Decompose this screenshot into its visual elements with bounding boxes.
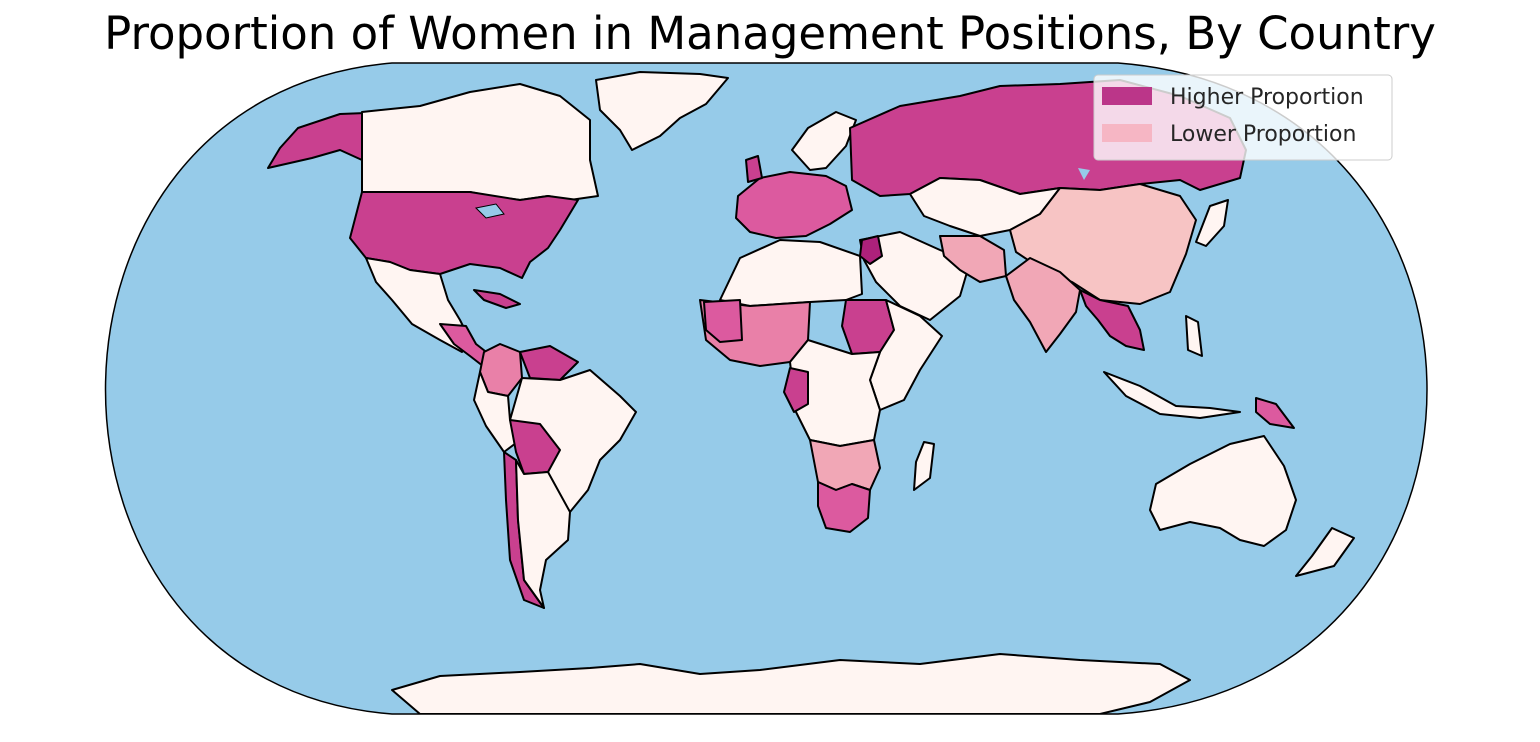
region-antarctica xyxy=(391,653,1191,714)
region-venezuela xyxy=(519,345,579,381)
region-gabon xyxy=(783,367,809,413)
region-jordan xyxy=(859,235,883,265)
map-title: Proportion of Women in Management Positi… xyxy=(104,7,1436,60)
region-central-africa xyxy=(789,339,881,447)
legend-swatch-lower xyxy=(1102,124,1152,142)
region-madagascar xyxy=(913,441,935,491)
region-south-africa xyxy=(817,481,871,533)
region-greenland xyxy=(595,71,729,151)
region-new-zealand xyxy=(1295,527,1355,577)
region-japan xyxy=(1195,199,1229,247)
legend-label-lower: Lower Proportion xyxy=(1170,122,1356,147)
region-iran xyxy=(939,235,1007,283)
region-cuba xyxy=(473,289,521,309)
legend: Higher Proportion Lower Proportion xyxy=(1093,74,1393,161)
region-uk xyxy=(745,155,763,183)
region-papua-new-guinea xyxy=(1255,397,1295,429)
legend-label-higher: Higher Proportion xyxy=(1170,85,1364,110)
region-western-europe xyxy=(735,171,853,239)
region-mauritania xyxy=(703,299,743,343)
region-middle-east xyxy=(859,231,971,321)
region-india xyxy=(1005,257,1081,353)
region-australia xyxy=(1149,435,1297,547)
legend-swatch-higher xyxy=(1102,87,1152,105)
region-argentina xyxy=(515,459,571,609)
region-southeast-asia xyxy=(1079,289,1145,351)
region-indonesia xyxy=(1103,371,1241,419)
legend-frame xyxy=(1093,74,1393,161)
lake-baikal xyxy=(1078,168,1090,180)
region-east-africa xyxy=(869,299,943,411)
great-lakes xyxy=(474,203,505,219)
region-philippines xyxy=(1185,315,1203,357)
